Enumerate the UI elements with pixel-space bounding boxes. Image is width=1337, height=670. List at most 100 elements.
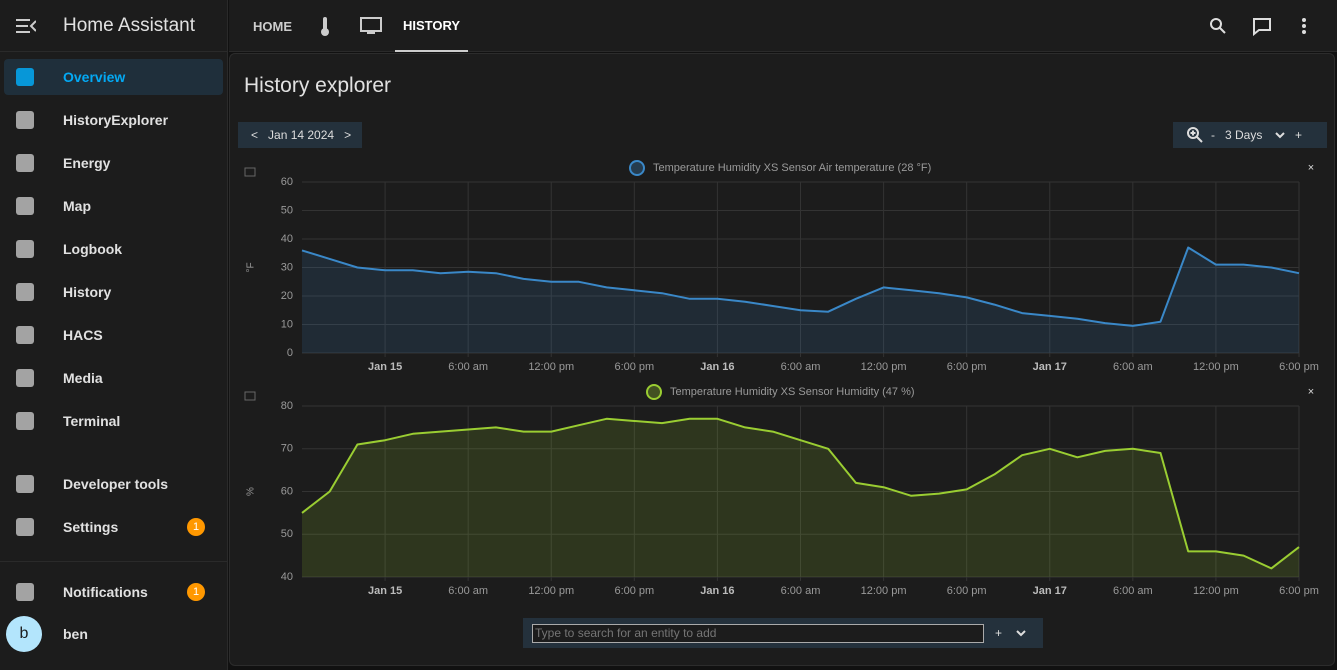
next-button[interactable]: >	[344, 128, 352, 142]
notifications[interactable]: Notifications 1	[4, 574, 223, 610]
card: History explorer < Jan 14 2024 > - 3 Day…	[229, 53, 1335, 666]
sidebar: Home Assistant Overview HistoryExplorer En…	[0, 0, 228, 670]
badge: 1	[187, 518, 205, 536]
line	[301, 417, 1300, 570]
nav-icon	[16, 240, 34, 258]
legend-label: Temperature Humidity XS Sensor Humidity …	[670, 386, 915, 398]
x-tick-label: Jan 16	[700, 585, 734, 597]
area	[302, 418, 1299, 577]
nav-item[interactable]: HACS	[4, 317, 223, 353]
x-tick-label: 6:00 am	[781, 585, 821, 597]
range[interactable]: 3 Days	[1225, 128, 1263, 142]
y-axis-label: %	[246, 487, 257, 496]
nav-item[interactable]: Settings 1	[4, 509, 223, 545]
zoom-in[interactable]: +	[1295, 128, 1303, 142]
tab[interactable]: HOME	[253, 18, 292, 34]
x-tick-label: 6:00 pm	[947, 585, 987, 597]
x-tick-label: 6:00 pm	[614, 361, 654, 373]
nav-label: Logbook	[63, 241, 123, 257]
y-tick-label: 60	[281, 176, 293, 188]
x-tick-label: 12:00 pm	[861, 361, 907, 373]
charts: Temperature Humidity XS Sensor Air tempe…	[244, 160, 1319, 597]
assist-icon[interactable]	[1252, 17, 1272, 36]
nav-item[interactable]: Logbook	[4, 231, 223, 267]
x-tick-label: 6:00 pm	[947, 361, 987, 373]
nav-item[interactable]: Terminal	[4, 403, 223, 439]
x-tick-label: 12:00 pm	[861, 585, 907, 597]
legend-swatch	[646, 384, 662, 400]
toolbar: HOME HISTORY	[229, 0, 1337, 52]
nav-label: Settings	[63, 519, 119, 535]
date-picker: < Jan 14 2024 >	[238, 122, 362, 148]
nav-icon	[16, 475, 34, 493]
x-tick-label: 12:00 pm	[528, 585, 574, 597]
y-tick-label: 20	[281, 290, 293, 302]
x-tick-label: 6:00 pm	[614, 585, 654, 597]
nav-item[interactable]: Overview	[4, 59, 223, 95]
y-tick-label: 50	[281, 528, 293, 540]
y-tick-label: 80	[281, 400, 293, 412]
tab[interactable]: HISTORY	[395, 0, 468, 52]
x-tick-label: 12:00 pm	[528, 361, 574, 373]
x-tick-label: Jan 17	[1033, 585, 1067, 597]
x-tick-label: Jan 16	[700, 361, 734, 373]
sidebar-title: Home Assistant	[63, 14, 195, 36]
nav-item[interactable]: HistoryExplorer	[4, 102, 223, 138]
user[interactable]: b ben	[4, 616, 223, 652]
nav-icon	[16, 283, 34, 301]
nav-item[interactable]: Map	[4, 188, 223, 224]
nav-icon	[16, 369, 34, 387]
notifications-label: Notifications	[63, 584, 148, 600]
menu-icon[interactable]	[16, 18, 36, 33]
x-tick-label: Jan 17	[1033, 361, 1067, 373]
date[interactable]: Jan 14 2024	[268, 128, 335, 142]
nav-label: Overview	[63, 69, 126, 85]
badge: 1	[187, 583, 205, 601]
area	[302, 247, 1299, 353]
x-tick-label: 6:00 pm	[1279, 585, 1319, 597]
nav-label: HistoryExplorer	[63, 112, 169, 128]
line	[301, 246, 1300, 327]
dropdown-icon[interactable]	[1275, 131, 1285, 139]
y-tick-label: 0	[287, 347, 293, 359]
user-name: ben	[63, 626, 88, 642]
thermometer-icon[interactable]	[319, 16, 331, 38]
x-tick-label: 6:00 am	[1113, 585, 1153, 597]
y-tick-label: 70	[281, 443, 293, 455]
close-button[interactable]: ×	[1308, 162, 1314, 174]
lock-icon	[244, 391, 256, 401]
y-tick-label: 60	[281, 485, 293, 497]
search-input[interactable]	[532, 623, 984, 643]
legend-label: Temperature Humidity XS Sensor Air tempe…	[653, 162, 931, 174]
nav-item[interactable]: Energy	[4, 145, 223, 181]
x-tick-label: 6:00 am	[1113, 361, 1153, 373]
nav-item[interactable]: Media	[4, 360, 223, 396]
nav-item[interactable]: Developer tools	[4, 466, 223, 502]
monitor-icon[interactable]	[360, 17, 382, 35]
lock-icon	[244, 167, 256, 177]
zoom-icon	[1187, 127, 1203, 143]
nav-icon	[16, 518, 34, 536]
nav-label: Terminal	[63, 413, 121, 429]
close-button[interactable]: ×	[1308, 386, 1314, 398]
range-picker: - 3 Days +	[1173, 122, 1327, 148]
nav-label: Developer tools	[63, 476, 169, 492]
prev-button[interactable]: <	[251, 128, 259, 142]
x-tick-label: 6:00 am	[781, 361, 821, 373]
more-icon[interactable]	[1302, 18, 1306, 34]
zoom-out[interactable]: -	[1211, 128, 1215, 142]
y-tick-label: 40	[281, 233, 293, 245]
expand-icon[interactable]	[1016, 629, 1026, 637]
nav-label: Media	[63, 370, 103, 386]
nav-item[interactable]: History	[4, 274, 223, 310]
legend-swatch	[629, 160, 645, 176]
nav-icon	[16, 111, 34, 129]
nav-icon	[16, 412, 34, 430]
page-title: History explorer	[244, 74, 392, 97]
search-icon[interactable]	[1209, 17, 1227, 35]
x-tick-label: 6:00 pm	[1279, 361, 1319, 373]
x-tick-label: 6:00 am	[448, 585, 488, 597]
search-bar: +	[523, 618, 1043, 648]
add-button[interactable]: +	[995, 626, 1003, 640]
